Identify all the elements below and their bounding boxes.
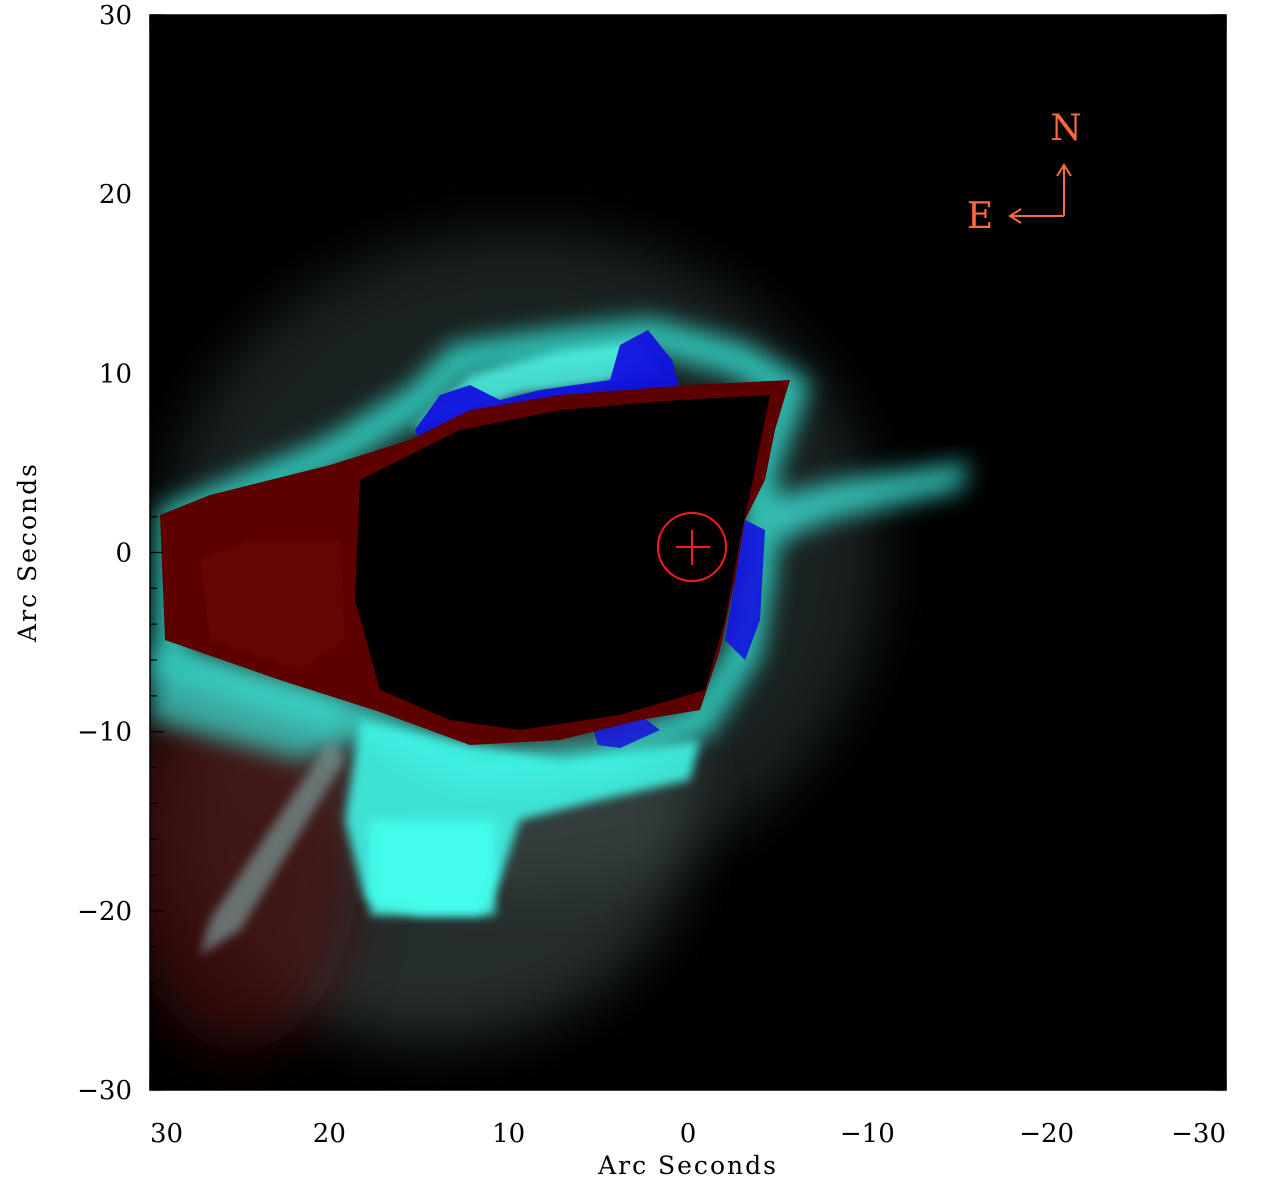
east-arrow-head — [1008, 208, 1022, 224]
target-marker — [657, 512, 727, 582]
y-tick-labels: 30 20 10 0 −10 −20 −30 — [77, 1, 132, 1106]
target-circle — [657, 512, 727, 582]
x-tick-labels: 30 20 10 0 −10 −20 −30 — [150, 1119, 1226, 1149]
x-axis-title: Arc Seconds — [597, 1151, 778, 1180]
nebula-emission — [150, 230, 970, 1050]
x-tick-label: 30 — [150, 1119, 183, 1149]
north-arrow-head — [1056, 163, 1072, 177]
x-tick-label: 20 — [313, 1119, 346, 1149]
x-tick-label: −20 — [1019, 1119, 1074, 1149]
x-tick-label: 0 — [680, 1119, 697, 1149]
x-tick-label: 10 — [492, 1119, 525, 1149]
y-tick-label: −20 — [77, 897, 132, 927]
compass-east-label: E — [967, 196, 993, 237]
compass: N E — [967, 108, 1082, 237]
axis-ticks — [149, 14, 1227, 1091]
x-tick-label: −30 — [1171, 1119, 1226, 1149]
y-tick-label: 30 — [99, 1, 132, 31]
y-tick-label: −30 — [77, 1076, 132, 1106]
y-tick-label: 20 — [99, 180, 132, 210]
y-tick-label: −10 — [77, 718, 132, 748]
y-tick-label: 10 — [99, 359, 132, 389]
x-tick-label: −10 — [840, 1119, 895, 1149]
y-tick-label: 0 — [115, 539, 132, 569]
y-axis-title: Arc Seconds — [13, 462, 42, 643]
compass-north-label: N — [1050, 108, 1082, 149]
